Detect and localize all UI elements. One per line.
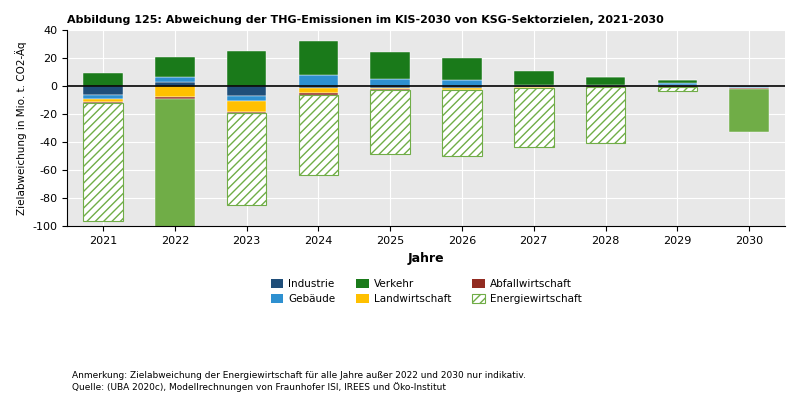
Bar	[227, 51, 266, 86]
Bar	[370, 88, 410, 89]
Bar	[227, 86, 266, 96]
Bar	[586, 77, 626, 85]
Bar	[83, 99, 123, 102]
Bar	[514, 87, 554, 88]
Bar	[83, 74, 123, 86]
Bar	[298, 75, 338, 86]
Bar	[227, 96, 266, 101]
Text: Quelle: (UBA 2020c), Modellrechnungen von Fraunhofer ISI, IREES und Öko-Institut: Quelle: (UBA 2020c), Modellrechnungen vo…	[72, 382, 446, 392]
Bar	[298, 86, 338, 88]
Bar	[442, 86, 482, 88]
Bar	[155, 86, 194, 97]
Bar	[155, 57, 194, 77]
Bar	[83, 103, 123, 221]
Bar	[730, 86, 769, 87]
Bar	[370, 86, 410, 88]
Bar	[586, 86, 626, 87]
Bar	[155, 100, 194, 227]
Bar	[298, 88, 338, 93]
Bar	[298, 93, 338, 94]
Bar	[658, 86, 697, 87]
Bar	[730, 87, 769, 88]
Bar	[370, 90, 410, 154]
Bar	[586, 85, 626, 86]
Legend: Industrie, Gebäude, Verkehr, Landwirtschaft, Abfallwirtschaft, Energiewirtschaft: Industrie, Gebäude, Verkehr, Landwirtsch…	[266, 275, 586, 308]
Bar	[658, 87, 697, 91]
Bar	[730, 89, 769, 132]
Bar	[730, 88, 769, 89]
Bar	[442, 80, 482, 86]
Bar	[514, 85, 554, 86]
Y-axis label: Zielabweichung in Mio. t. CO2-Äq: Zielabweichung in Mio. t. CO2-Äq	[15, 42, 27, 215]
Bar	[298, 94, 338, 174]
Bar	[227, 114, 266, 205]
X-axis label: Jahre: Jahre	[408, 252, 445, 265]
Bar	[442, 88, 482, 90]
Bar	[155, 97, 194, 100]
Bar	[658, 85, 697, 86]
Bar	[514, 86, 554, 87]
Bar	[442, 58, 482, 80]
Bar	[442, 90, 482, 156]
Bar	[155, 82, 194, 86]
Bar	[227, 112, 266, 114]
Text: Abbildung 125: Abweichung der THG-Emissionen im KIS-2030 von KSG-Sektorzielen, 2: Abbildung 125: Abweichung der THG-Emissi…	[67, 15, 664, 25]
Bar	[83, 86, 123, 94]
Bar	[298, 41, 338, 75]
Bar	[370, 89, 410, 90]
Bar	[370, 79, 410, 86]
Bar	[514, 71, 554, 85]
Bar	[370, 52, 410, 79]
Bar	[83, 102, 123, 103]
Bar	[658, 83, 697, 85]
Text: Anmerkung: Zielabweichung der Energiewirtschaft für alle Jahre außer 2022 und 20: Anmerkung: Zielabweichung der Energiewir…	[72, 371, 526, 380]
Bar	[227, 101, 266, 112]
Bar	[658, 80, 697, 83]
Bar	[83, 94, 123, 99]
Bar	[586, 87, 626, 143]
Bar	[514, 88, 554, 147]
Bar	[155, 77, 194, 82]
